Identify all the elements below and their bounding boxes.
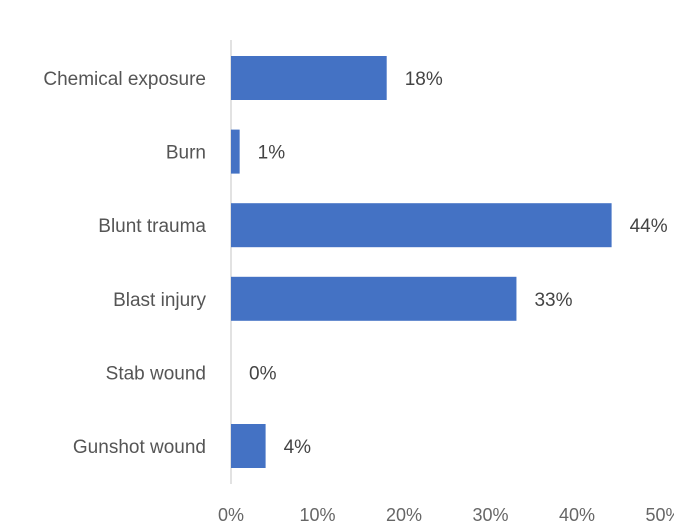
value-label-burn: 1% [258, 143, 286, 164]
bar-burn [231, 129, 240, 174]
category-label-stab-wound: Stab wound [106, 363, 206, 384]
value-label-chemical-exposure: 18% [405, 69, 443, 90]
category-label-gunshot-wound: Gunshot wound [73, 437, 206, 458]
value-label-stab-wound: 0% [249, 363, 277, 384]
x-tick-label-0pct: 0% [218, 505, 244, 523]
bar-gunshot-wound [231, 424, 266, 468]
category-label-blunt-trauma: Blunt trauma [98, 216, 206, 237]
x-tick-label-50pct: 50% [645, 505, 674, 523]
bars [231, 56, 612, 468]
bar-blast-injury [231, 276, 517, 321]
x-tick-label-40pct: 40% [559, 505, 595, 523]
value-labels: 18% 1% 44% 33% 0% 4% [249, 69, 668, 458]
x-axis-tick-labels: 0% 10% 20% 30% 40% 50% [218, 505, 674, 523]
category-label-blast-injury: Blast injury [113, 290, 206, 311]
bar-blunt-trauma [231, 203, 612, 248]
value-label-gunshot-wound: 4% [284, 437, 312, 458]
x-tick-label-20pct: 20% [386, 505, 422, 523]
x-tick-label-30pct: 30% [472, 505, 508, 523]
category-label-burn: Burn [166, 143, 206, 164]
bar-chemical-exposure [231, 56, 387, 100]
value-label-blast-injury: 33% [534, 290, 572, 311]
value-label-blunt-trauma: 44% [630, 216, 668, 237]
category-labels: Chemical exposure Burn Blunt trauma Blast i… [43, 69, 206, 458]
x-tick-label-10pct: 10% [299, 505, 335, 523]
category-label-chemical-exposure: Chemical exposure [43, 69, 206, 90]
